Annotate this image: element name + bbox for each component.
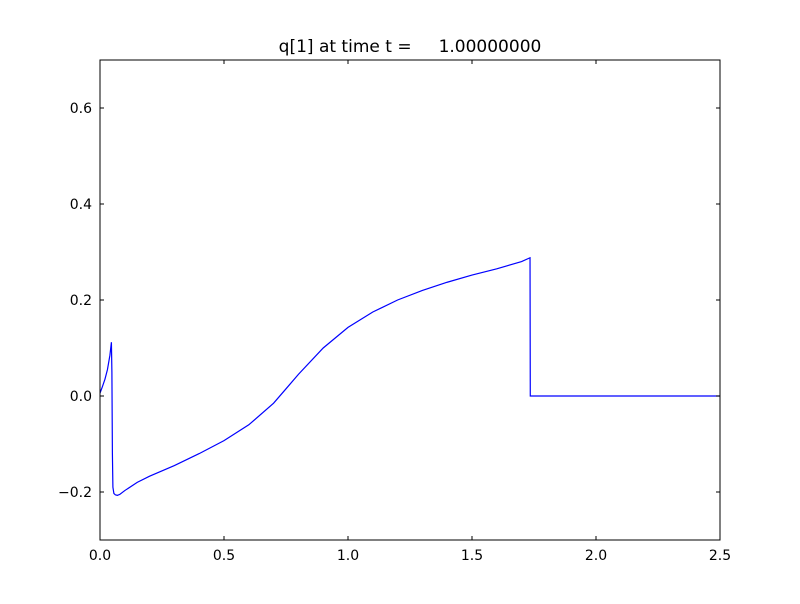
y-tick-label: 0.2 [70,293,92,309]
y-tick-label: 0.4 [70,197,92,213]
chart-title: q[1] at time t = 1.00000000 [279,37,542,57]
x-tick-label: 1.5 [461,548,483,564]
x-tick-label: 0.0 [89,548,111,564]
y-tick-label: −0.2 [58,485,92,501]
axes-frame [99,59,721,541]
y-tick-label: 0.0 [70,389,92,405]
x-tick-label: 0.5 [213,548,235,564]
x-tick-label: 2.5 [709,548,731,564]
series-line-0 [99,256,720,496]
y-tick-label: 0.6 [70,101,92,117]
x-tick-label: 1.0 [337,548,359,564]
x-tick-label: 2.0 [585,548,607,564]
